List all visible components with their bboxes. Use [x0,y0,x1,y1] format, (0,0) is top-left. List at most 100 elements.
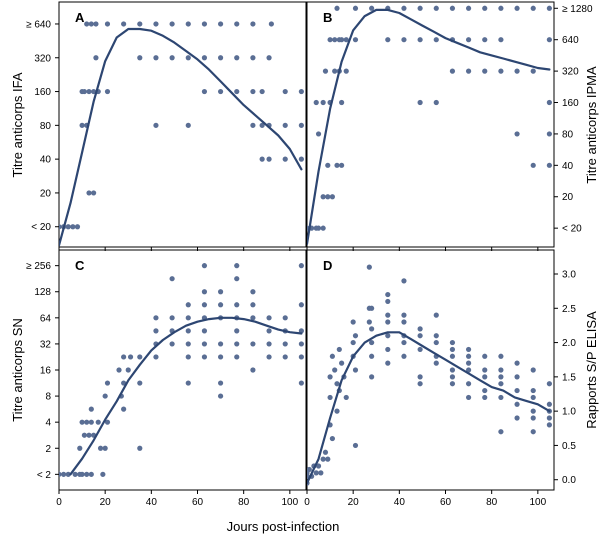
data-point [88,406,94,412]
data-point [185,122,191,128]
data-point [97,445,104,451]
data-point [169,276,175,282]
y-tick-label: 40 [562,161,574,172]
panel-c: C 0 20 40 60 80 100 < 2 2 4 8 16 32 64 128 ≥ 256 Titre a… [10,249,307,508]
panel-a: A < 20 20 40 80 160 320 ≥ 640 Titre anticorps IF… [10,1,307,251]
data-point [433,99,439,106]
data-point [217,393,224,399]
data-point [104,21,111,27]
data-point [514,387,520,394]
data-point [88,21,94,27]
data-point [546,162,552,168]
data-point [352,367,359,373]
data-point [169,21,175,27]
data-point [185,341,191,347]
data-point [282,341,288,347]
data-point [298,122,304,128]
data-point [153,315,159,321]
y-tick-label: < 20 [562,224,582,235]
data-point [61,471,67,477]
trend-line [69,316,303,476]
y-tick-label: 1.0 [562,407,576,418]
data-point [137,55,143,61]
data-point [234,21,240,27]
plot-area [59,263,304,477]
data-point [336,346,342,353]
y-tick-label: 20 [562,192,574,203]
data-point [127,354,134,360]
data-point [74,224,81,230]
data-point [266,55,272,61]
data-point [465,5,472,11]
x-tick-label: 0 [304,497,310,508]
data-point [102,393,108,399]
data-point [449,374,456,380]
data-point [79,419,85,425]
data-point [201,88,208,95]
data-point [546,37,552,43]
data-point [530,415,536,421]
x-tick-label: 20 [348,497,360,508]
data-point [530,5,536,11]
data-point [350,319,356,325]
data-point [298,263,304,269]
data-point [137,21,143,27]
data-point [104,380,111,386]
data-point [465,37,472,43]
panel-frame [306,1,555,248]
data-point [465,367,472,373]
data-point [298,328,304,334]
data-point [449,339,456,346]
y-tick-label: 80 [562,129,574,140]
data-point [498,429,504,435]
data-point [385,312,391,318]
data-point [65,471,71,477]
data-point [59,224,62,230]
data-point [366,319,372,325]
data-point [329,353,335,359]
panel-label: D [323,258,332,273]
data-point [514,131,520,137]
data-point [417,346,423,353]
data-point [401,312,407,318]
data-point [201,328,208,334]
data-point [433,339,439,346]
x-tick-label: 60 [192,497,204,508]
data-point [343,37,349,43]
data-point [482,353,488,359]
data-point [250,88,256,95]
data-point [530,408,536,414]
data-point [125,367,131,373]
data-point [498,68,504,74]
data-point [514,68,520,74]
data-point [250,122,256,128]
data-point [465,360,472,366]
data-point [298,156,304,162]
data-point [530,367,536,373]
data-point [185,380,191,386]
data-point [514,5,520,11]
data-point [137,380,143,386]
data-point [298,380,304,386]
data-point [369,374,375,380]
data-point [498,381,504,387]
data-point [185,315,191,321]
data-point [217,341,224,347]
data-point [401,278,407,284]
data-point [482,374,488,380]
data-point [315,225,322,231]
data-point [234,88,240,95]
data-point [282,315,288,321]
y-tick-label: 80 [40,121,52,132]
trend-line [307,8,551,245]
data-point [79,471,85,477]
data-point [320,194,326,200]
data-point [86,88,92,95]
data-point [217,55,224,61]
data-point [65,224,71,230]
data-point [169,55,175,61]
data-point [104,88,111,95]
data-point [298,354,304,360]
data-point [433,333,439,339]
